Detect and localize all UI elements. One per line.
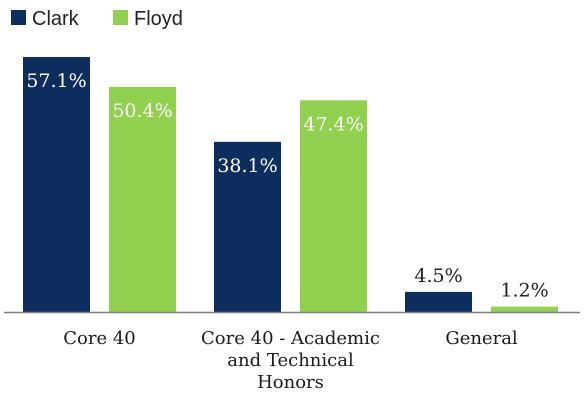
data-label-floyd-2: 1.2% — [500, 280, 548, 302]
bar-clark-0 — [23, 57, 90, 312]
category-label-2: General — [445, 328, 518, 349]
data-label-clark-0: 57.1% — [26, 70, 86, 92]
legend-swatch-clark — [11, 10, 26, 25]
legend-swatch-floyd — [113, 10, 128, 25]
bars — [23, 57, 558, 312]
bar-clark-2 — [405, 291, 472, 312]
bar-clark-1 — [214, 141, 281, 312]
data-label-floyd-0: 50.4% — [112, 100, 172, 122]
bar-floyd-1 — [300, 100, 367, 312]
data-label-floyd-1: 47.4% — [303, 113, 363, 135]
category-label-1-line-0: Core 40 - Academic — [201, 328, 380, 349]
data-label-clark-1: 38.1% — [217, 155, 277, 177]
bar-floyd-0 — [109, 86, 176, 312]
bar-floyd-2 — [491, 306, 558, 312]
category-label-1-line-1: and Technical — [227, 350, 354, 371]
category-label-1-line-2: Honors — [257, 372, 324, 393]
data-label-clark-2: 4.5% — [414, 265, 462, 287]
category-label-0: Core 40 — [63, 328, 136, 349]
legend: Clark Floyd — [11, 8, 183, 30]
value-labels: 57.1% 38.1% 4.5% 50.4% 47.4% 1.2% — [26, 70, 548, 302]
legend-label-floyd: Floyd — [134, 8, 183, 30]
legend-label-clark: Clark — [32, 8, 80, 30]
